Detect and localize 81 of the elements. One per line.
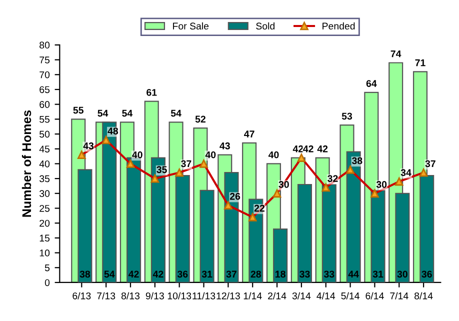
y-tick-label: 45 — [39, 146, 50, 152]
x-tick-label: 7/14 — [390, 292, 408, 300]
x-tick-label: 7/13 — [97, 292, 116, 300]
data-label: 43 — [83, 142, 94, 150]
y-tick-label: 65 — [40, 86, 50, 94]
data-label: 42 — [152, 270, 164, 278]
y-tick-label: 0 — [44, 279, 50, 286]
y-tick-label: 70 — [40, 71, 50, 78]
y-tick-label: 15 — [40, 234, 50, 242]
data-label: 47 — [244, 130, 254, 138]
y-tick-label: 10 — [40, 250, 50, 256]
x-tick-label: 6/14 — [366, 292, 384, 300]
y-tick-label: 35 — [40, 175, 50, 182]
y-tick-label: 75 — [40, 56, 50, 64]
data-label: 26 — [230, 192, 240, 200]
legend-label: Pended — [322, 22, 355, 30]
data-label: 33 — [324, 270, 334, 278]
data-label: 30 — [278, 181, 289, 188]
x-tick-label: 1/14 — [244, 292, 262, 300]
data-label: 42 — [128, 270, 139, 278]
data-label: 71 — [415, 59, 426, 66]
data-label: 42 — [292, 145, 304, 152]
y-tick-label: 20 — [40, 220, 50, 227]
data-label: 44 — [348, 270, 359, 278]
data-label: 37 — [226, 270, 236, 278]
x-tick-label: 3/14 — [292, 292, 311, 300]
legend-label: Sold — [256, 22, 274, 30]
data-label: 36 — [422, 270, 432, 278]
data-label: 54 — [98, 110, 108, 117]
x-tick-label: 10/13 — [168, 292, 192, 300]
data-label: 36 — [177, 270, 188, 278]
x-tick-label: 9/13 — [146, 292, 164, 300]
y-tick-label: 5 — [44, 264, 50, 272]
y-tick-label: 80 — [40, 42, 50, 49]
y-tick-label: 40 — [39, 160, 50, 168]
data-label: 31 — [202, 270, 212, 278]
data-label: 40 — [268, 151, 279, 158]
data-label: 34 — [400, 169, 412, 176]
data-label: 42 — [317, 145, 328, 152]
data-label: 40 — [205, 151, 216, 158]
data-label: 55 — [73, 106, 84, 114]
data-label: 43 — [220, 142, 230, 150]
data-label: 30 — [397, 270, 408, 278]
x-tick-label: 12/13 — [216, 292, 240, 300]
data-label: 61 — [146, 88, 157, 96]
y-tick-label: 25 — [40, 204, 50, 212]
data-label: 54 — [170, 110, 182, 117]
y-tick-label: 55 — [40, 116, 50, 123]
x-tick-label: 6/13 — [72, 292, 91, 300]
x-tick-label: 8/14 — [414, 292, 433, 300]
x-tick-label: 11/13 — [192, 292, 216, 300]
data-label: 33 — [300, 270, 310, 278]
x-tick-label: 4/14 — [316, 292, 336, 300]
data-label: 35 — [156, 166, 167, 174]
x-tick-label: 2/14 — [268, 292, 286, 300]
y-tick-label: 30 — [40, 190, 50, 198]
x-tick-label: 8/13 — [121, 292, 140, 300]
data-label: 42 — [303, 145, 314, 152]
data-label: 37 — [181, 160, 192, 168]
y-tick-label: 50 — [40, 130, 50, 138]
data-label: 54 — [104, 270, 115, 278]
data-label: 54 — [122, 110, 133, 117]
data-label: 53 — [342, 112, 352, 120]
data-label: 74 — [390, 50, 402, 58]
data-label: 28 — [250, 270, 262, 278]
y-tick-label: 60 — [40, 101, 50, 108]
data-label: 52 — [195, 116, 206, 123]
data-label: 38 — [352, 157, 362, 164]
data-label: 40 — [132, 151, 142, 158]
data-label: 22 — [254, 204, 264, 212]
data-label: 38 — [80, 270, 90, 278]
data-label: 48 — [108, 128, 118, 134]
data-label: 32 — [328, 175, 338, 182]
data-label: 18 — [276, 270, 286, 278]
data-label: 37 — [425, 160, 436, 168]
data-label: 30 — [376, 181, 387, 188]
x-tick-label: 5/14 — [341, 292, 360, 300]
legend-label: For Sale — [173, 22, 209, 30]
y-axis-title: Number of Homes — [22, 110, 32, 217]
data-label: 64 — [366, 80, 377, 87]
data-label: 31 — [372, 270, 384, 278]
